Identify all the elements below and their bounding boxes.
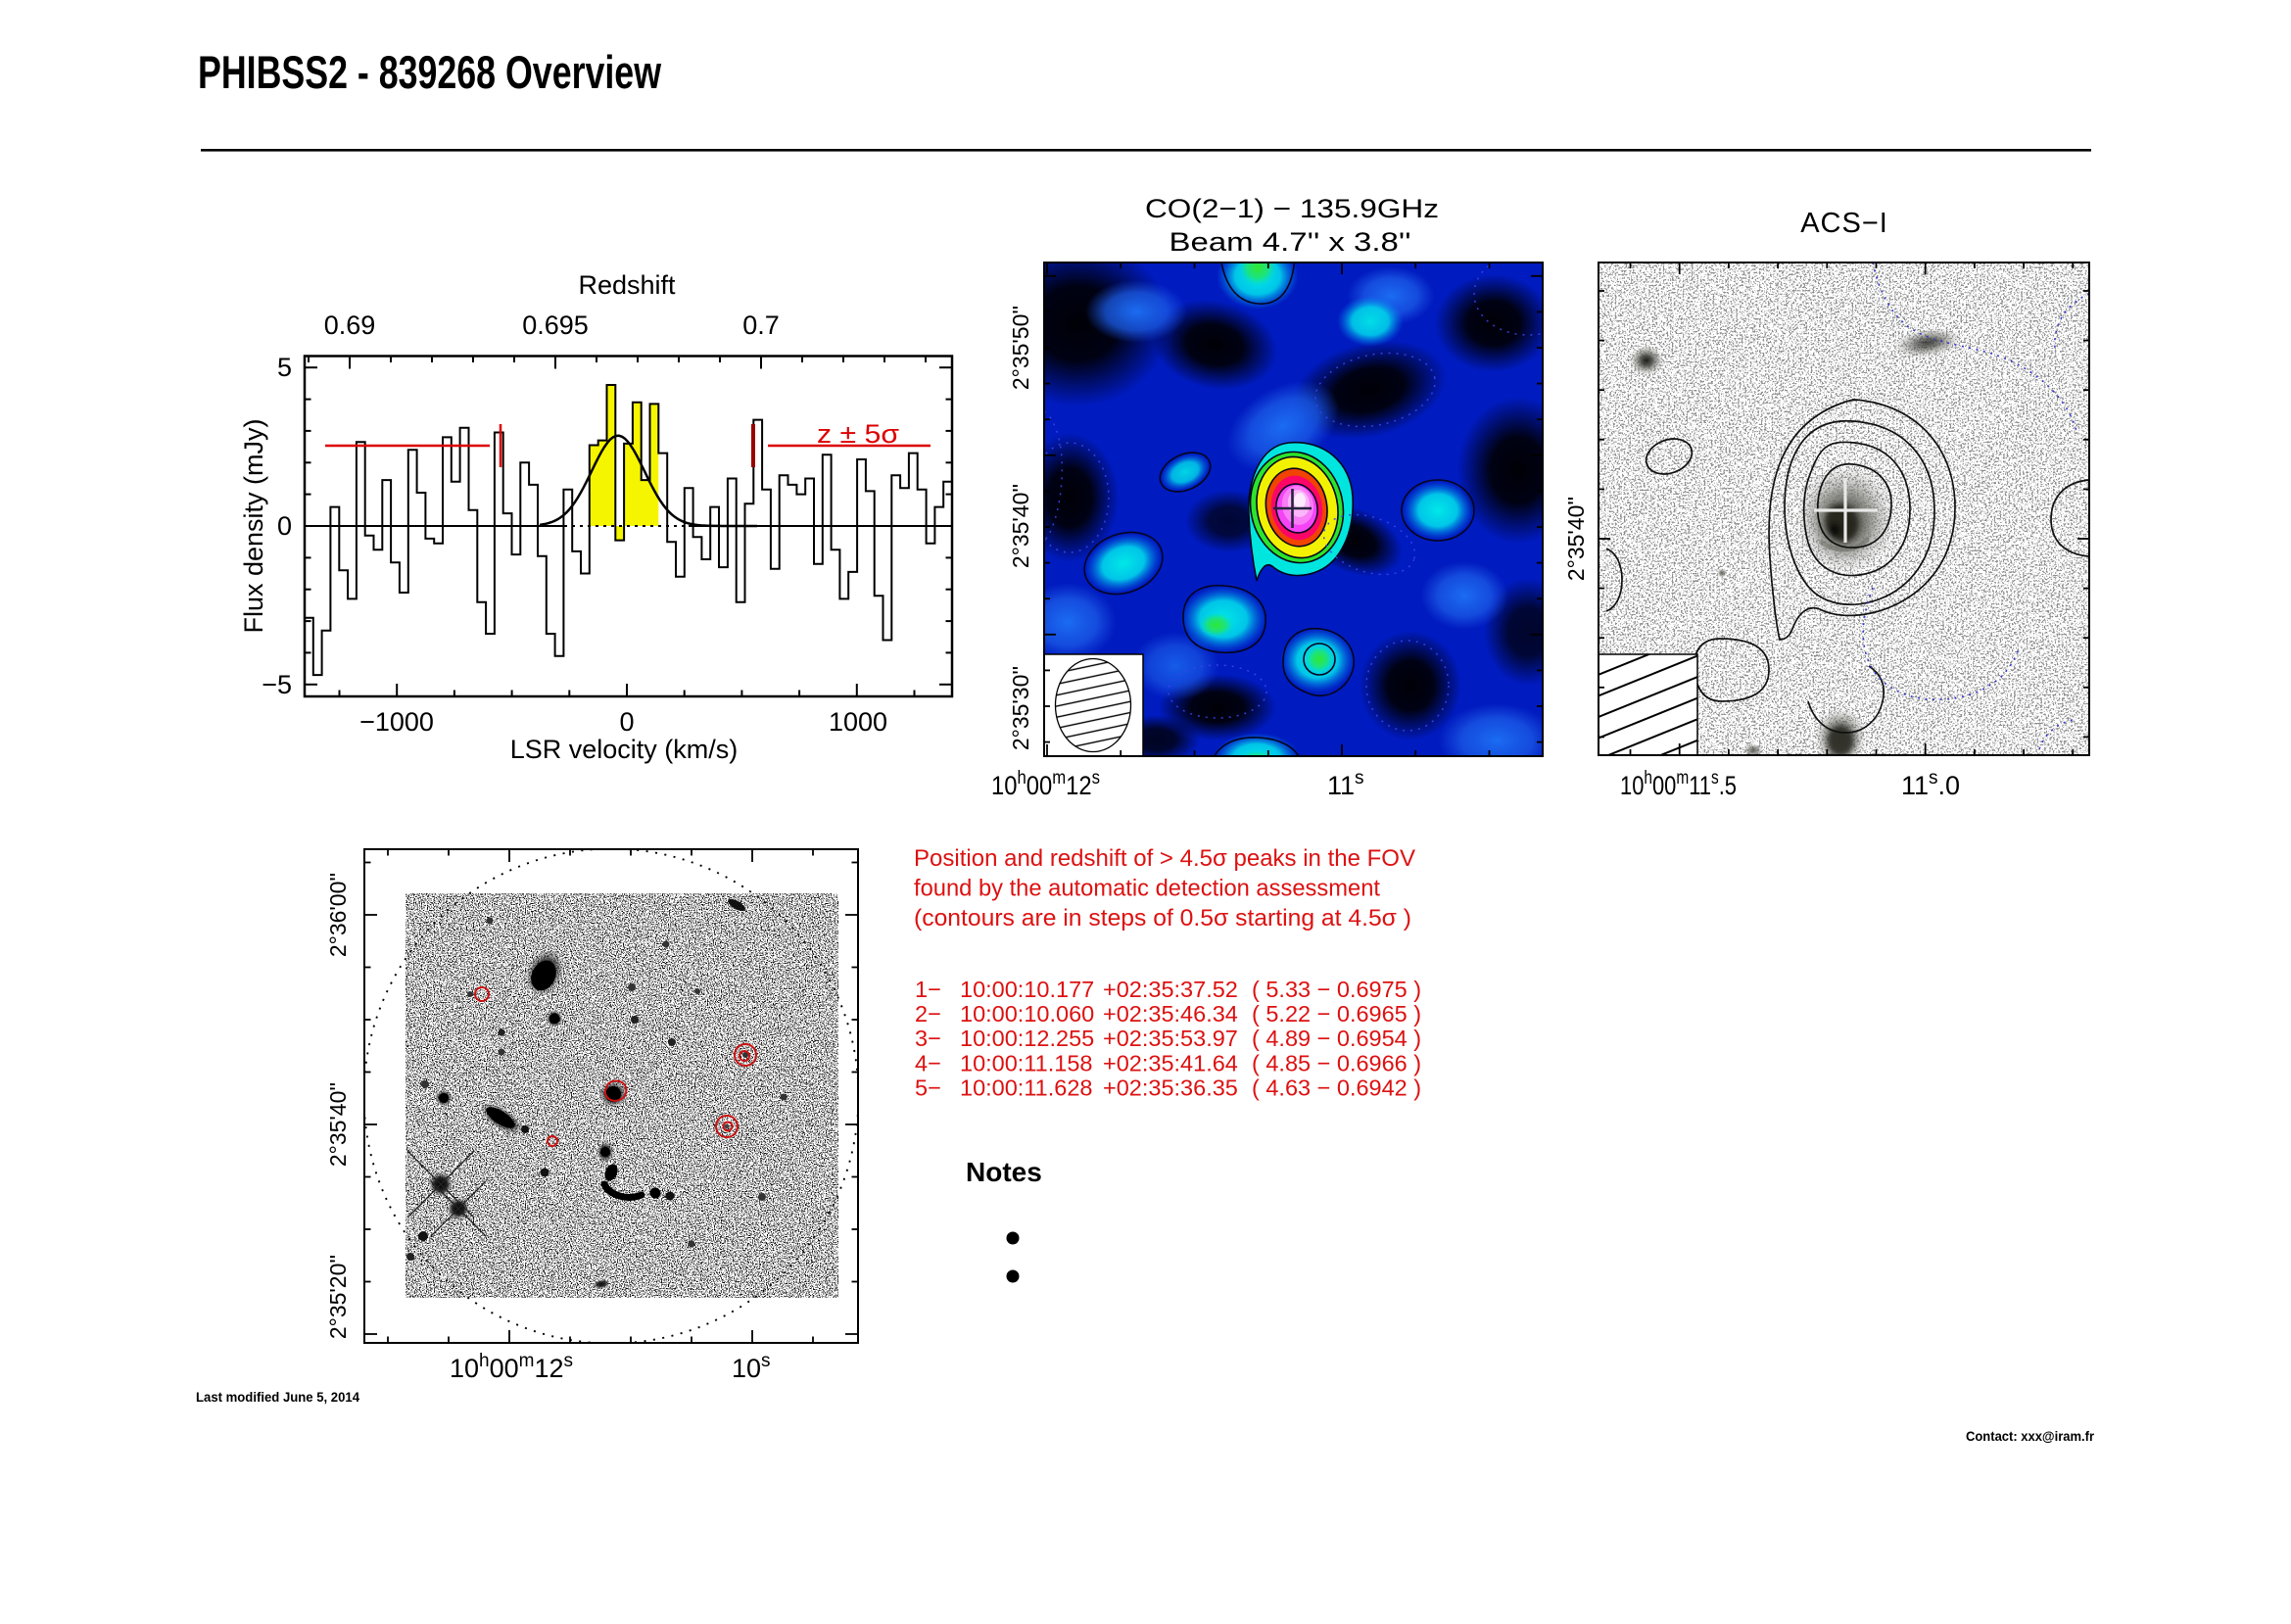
svg-text:10h00m12s: 10h00m12s (450, 1351, 573, 1383)
svg-text:( 4.89 − 0.6954 ): ( 4.89 − 0.6954 ) (1252, 1026, 1421, 1051)
svg-text:10h00m12s: 10h00m12s (991, 768, 1100, 800)
svg-text:Last modified June 5, 2014: Last modified June 5, 2014 (196, 1389, 359, 1405)
svg-text:( 5.22 − 0.6965 ): ( 5.22 − 0.6965 ) (1252, 1001, 1421, 1027)
svg-text:0: 0 (619, 707, 634, 737)
svg-text:0.69: 0.69 (324, 310, 376, 340)
svg-text:2°35'40'': 2°35'40'' (1008, 484, 1033, 568)
svg-text:5−: 5− (915, 1075, 941, 1100)
svg-text:Contact: xxx@iram.fr: Contact: xxx@iram.fr (1966, 1428, 2095, 1444)
svg-text:1−: 1− (915, 977, 941, 1002)
svg-text:( 4.63 − 0.6942 ): ( 4.63 − 0.6942 ) (1252, 1075, 1421, 1100)
svg-text:z ± 5σ: z ± 5σ (817, 419, 899, 449)
svg-text:(contours are in steps of 0.5σ: (contours are in steps of 0.5σ starting … (914, 905, 1411, 931)
svg-text:10:00:10.177: 10:00:10.177 (960, 977, 1094, 1002)
svg-text:ACS−I: ACS−I (1800, 208, 1888, 239)
svg-text:+02:35:41.64: +02:35:41.64 (1103, 1050, 1238, 1075)
svg-text:+02:35:53.97: +02:35:53.97 (1103, 1026, 1238, 1051)
svg-text:found by the automatic detecti: found by the automatic detection assessm… (914, 876, 1380, 902)
svg-text:2−: 2− (915, 1001, 941, 1027)
svg-text:( 5.33 − 0.6975 ): ( 5.33 − 0.6975 ) (1252, 977, 1421, 1002)
svg-text:4−: 4− (915, 1050, 941, 1075)
svg-text:10:00:11.628: 10:00:11.628 (960, 1075, 1092, 1100)
svg-text:+02:35:36.35: +02:35:36.35 (1103, 1075, 1238, 1100)
svg-text:( 4.85 − 0.6966 ): ( 4.85 − 0.6966 ) (1252, 1050, 1421, 1075)
svg-text:Beam 4.7'' x 3.8'': Beam 4.7'' x 3.8'' (1169, 227, 1411, 257)
svg-text:10:00:10.060: 10:00:10.060 (960, 1001, 1094, 1027)
svg-text:0.695: 0.695 (522, 310, 589, 340)
svg-text:−5: −5 (262, 670, 292, 699)
svg-text:2°35'20'': 2°35'20'' (325, 1255, 351, 1339)
svg-text:10:00:11.158: 10:00:11.158 (960, 1050, 1092, 1075)
svg-text:5: 5 (277, 353, 292, 382)
svg-text:Position and redshift of > 4.5: Position and redshift of > 4.5σ peaks in… (914, 845, 1415, 872)
svg-text:2°35'50'': 2°35'50'' (1008, 306, 1033, 390)
svg-text:2°35'40'': 2°35'40'' (1563, 497, 1589, 581)
svg-text:10:00:12.255: 10:00:12.255 (960, 1026, 1094, 1051)
svg-text:Notes: Notes (966, 1157, 1042, 1187)
svg-text:+02:35:46.34: +02:35:46.34 (1103, 1001, 1238, 1027)
svg-text:1000: 1000 (829, 707, 887, 737)
svg-text:2°35'40'': 2°35'40'' (325, 1082, 351, 1167)
svg-text:Redshift: Redshift (578, 270, 676, 300)
svg-text:CO(2−1) − 135.9GHz: CO(2−1) − 135.9GHz (1145, 194, 1439, 223)
svg-text:0.7: 0.7 (742, 310, 780, 340)
svg-text:+02:35:37.52: +02:35:37.52 (1103, 977, 1238, 1002)
svg-text:LSR velocity (km/s): LSR velocity (km/s) (510, 735, 739, 764)
svg-text:0: 0 (277, 511, 292, 541)
svg-text:Flux density (mJy): Flux density (mJy) (239, 418, 268, 633)
svg-text:−1000: −1000 (359, 707, 434, 737)
svg-text:3−: 3− (915, 1026, 941, 1051)
svg-text:2°36'00'': 2°36'00'' (325, 873, 351, 957)
svg-text:PHIBSS2 - 839268 Overview: PHIBSS2 - 839268 Overview (198, 46, 661, 98)
svg-text:2°35'30'': 2°35'30'' (1008, 666, 1033, 750)
